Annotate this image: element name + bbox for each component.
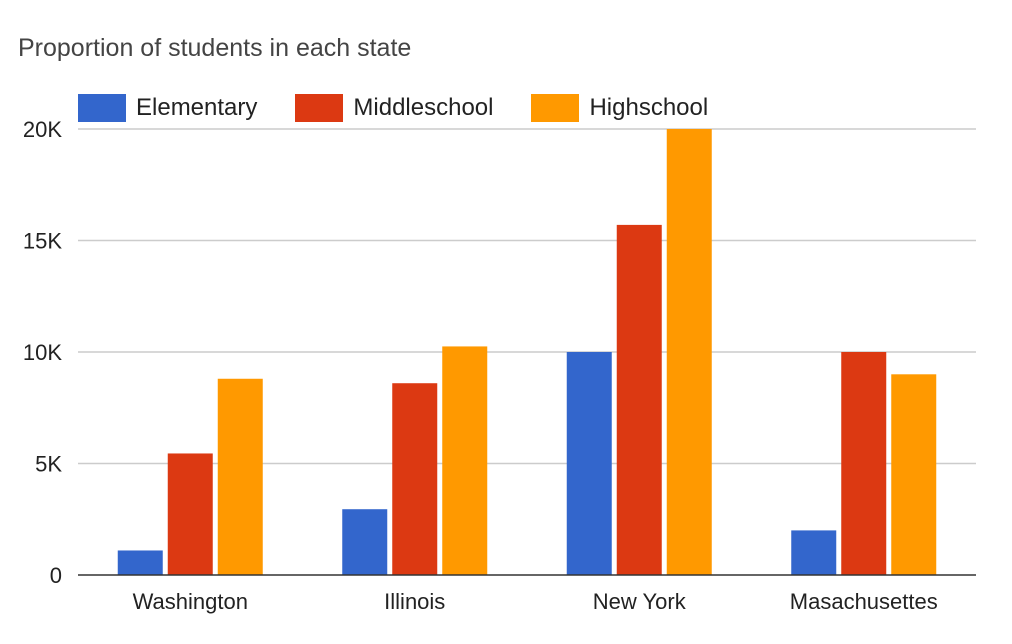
bar-masachusettes-highschool[interactable] <box>891 374 937 575</box>
y-tick-label-0: 0 <box>50 563 62 588</box>
x-tick-label-masachusettes: Masachusettes <box>790 589 938 614</box>
bar-illinois-elementary[interactable] <box>342 509 388 575</box>
legend-item-elementary[interactable]: Elementary <box>78 94 257 122</box>
legend-label-highschool: Highschool <box>589 94 709 121</box>
x-axis-ticks: Washington Illinois New York Masachusettes <box>133 589 938 614</box>
legend-swatch-elementary <box>78 94 126 122</box>
x-tick-label-washington: Washington <box>133 589 248 614</box>
legend-swatch-highschool <box>531 94 580 122</box>
bar-illinois-highschool[interactable] <box>442 346 488 575</box>
bar-washington-middleschool[interactable] <box>167 453 213 575</box>
bar-new-york-middleschool[interactable] <box>616 224 662 575</box>
bar-washington-elementary[interactable] <box>117 550 163 575</box>
y-axis-ticks: 0 5K 10K 15K 20K <box>23 117 62 588</box>
y-tick-label-15k: 15K <box>23 229 62 254</box>
x-tick-label-illinois: Illinois <box>384 589 445 614</box>
y-tick-label-5k: 5K <box>35 452 62 477</box>
legend-label-middleschool: Middleschool <box>353 94 494 121</box>
legend: Elementary Middleschool Highschool <box>78 94 746 122</box>
legend-item-highschool[interactable]: Highschool <box>531 94 708 122</box>
bar-washington-highschool[interactable] <box>217 378 263 575</box>
y-tick-label-20k: 20K <box>23 117 62 142</box>
y-tick-label-10k: 10K <box>23 340 62 365</box>
chart-title: Proportion of students in each state <box>18 34 412 62</box>
bar-new-york-highschool[interactable] <box>666 129 712 575</box>
x-tick-label-new-york: New York <box>593 589 687 614</box>
legend-label-elementary: Elementary <box>136 94 258 121</box>
bars <box>117 129 937 575</box>
bar-new-york-elementary[interactable] <box>566 352 612 575</box>
bar-masachusettes-elementary[interactable] <box>791 530 837 575</box>
bar-illinois-middleschool[interactable] <box>392 383 438 575</box>
bar-masachusettes-middleschool[interactable] <box>841 352 887 575</box>
legend-item-middleschool[interactable]: Middleschool <box>295 94 493 122</box>
legend-swatch-middleschool <box>295 94 344 122</box>
